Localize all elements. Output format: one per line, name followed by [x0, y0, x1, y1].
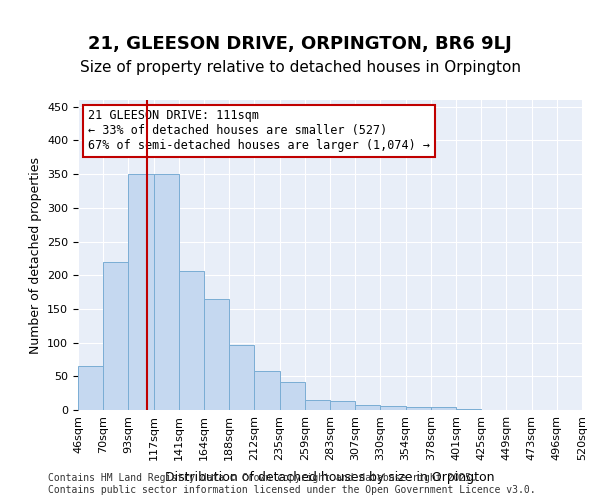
Bar: [128, 174, 154, 410]
X-axis label: Distribution of detached houses by size in Orpington: Distribution of detached houses by size …: [165, 471, 495, 484]
Text: Size of property relative to detached houses in Orpington: Size of property relative to detached ho…: [79, 60, 521, 75]
Bar: [254, 371, 280, 410]
Bar: [305, 400, 330, 410]
Text: 21, GLEESON DRIVE, ORPINGTON, BR6 9LJ: 21, GLEESON DRIVE, ORPINGTON, BR6 9LJ: [88, 35, 512, 53]
Bar: [154, 174, 179, 410]
Bar: [179, 270, 204, 410]
Bar: [229, 344, 254, 410]
Bar: [330, 400, 355, 410]
Bar: [380, 406, 406, 410]
Bar: [103, 262, 128, 410]
Y-axis label: Number of detached properties: Number of detached properties: [29, 156, 41, 354]
Bar: [431, 408, 456, 410]
Bar: [406, 406, 431, 410]
Text: Contains HM Land Registry data © Crown copyright and database right 2025.
Contai: Contains HM Land Registry data © Crown c…: [48, 474, 536, 495]
Bar: [280, 382, 305, 410]
Bar: [355, 406, 380, 410]
Bar: [78, 366, 103, 410]
Bar: [204, 299, 229, 410]
Text: 21 GLEESON DRIVE: 111sqm
← 33% of detached houses are smaller (527)
67% of semi-: 21 GLEESON DRIVE: 111sqm ← 33% of detach…: [88, 110, 430, 152]
